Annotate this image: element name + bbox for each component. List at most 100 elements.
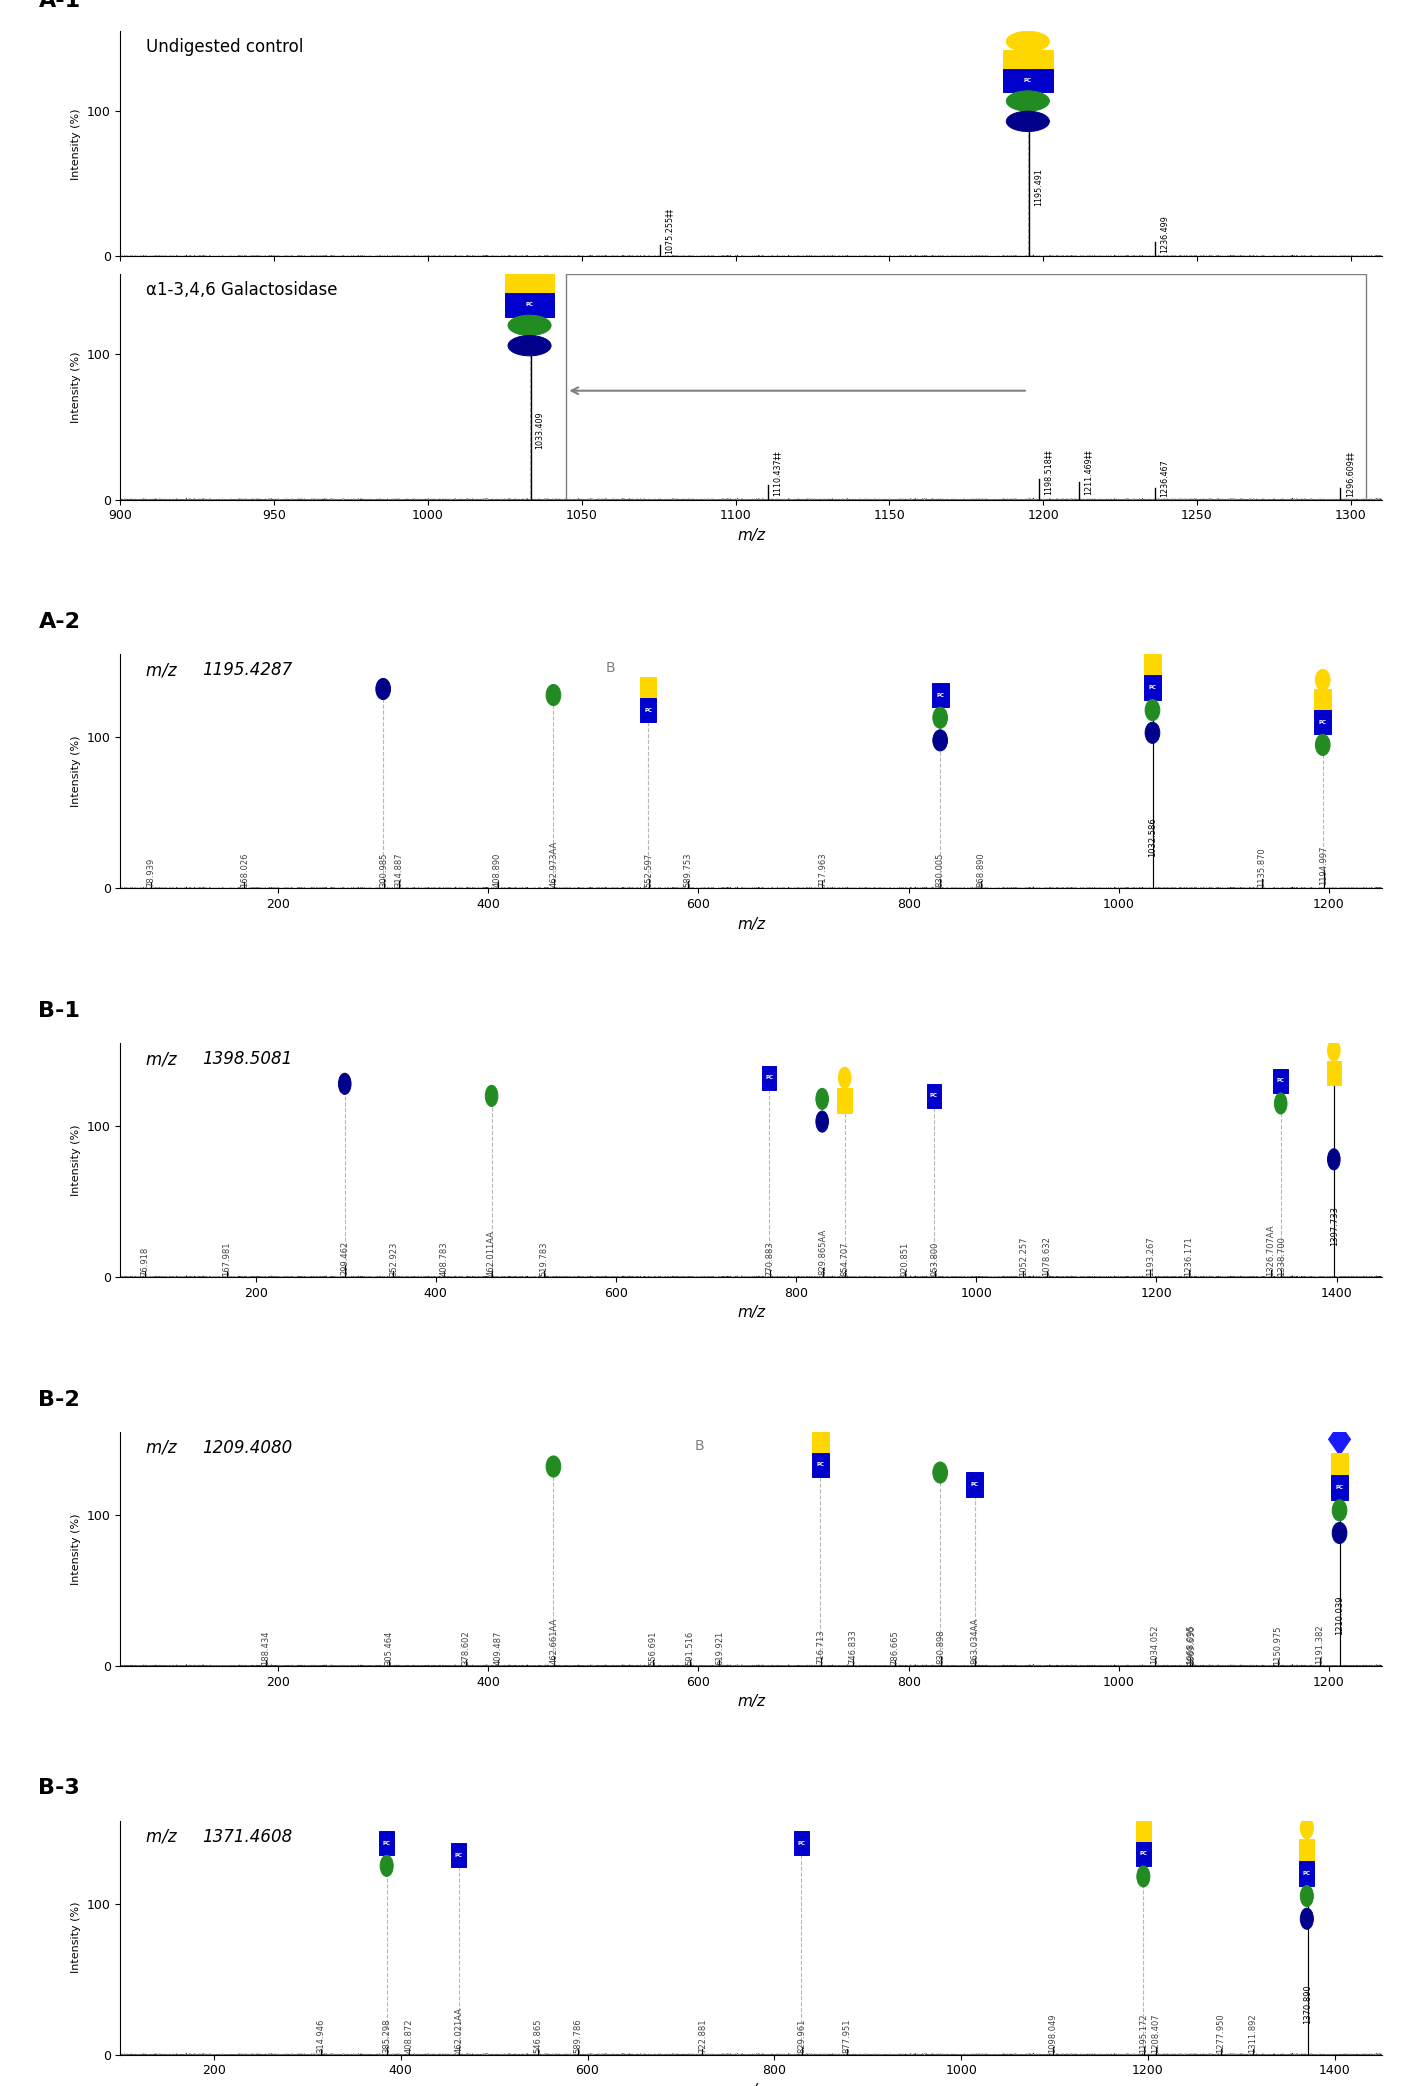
Text: 552.597: 552.597	[645, 853, 653, 887]
Text: 920.851: 920.851	[900, 1241, 910, 1277]
Text: 1311.892: 1311.892	[1248, 2013, 1257, 2053]
Text: 1075.255‡‡: 1075.255‡‡	[665, 207, 673, 254]
Bar	[639, 676, 656, 701]
Bar	[504, 273, 554, 296]
Text: α1-3,4,6 Galactosidase: α1-3,4,6 Galactosidase	[146, 282, 337, 298]
Text: 409.487: 409.487	[493, 1631, 503, 1665]
Text: 408.890: 408.890	[493, 853, 502, 887]
Text: 1110.437‡‡: 1110.437‡‡	[772, 451, 781, 496]
Bar	[1003, 69, 1053, 92]
Bar	[1299, 1838, 1315, 1863]
Text: 1398.5081: 1398.5081	[203, 1049, 293, 1068]
Text: PC: PC	[455, 1852, 462, 1859]
Circle shape	[1006, 111, 1050, 131]
Bar	[927, 1085, 941, 1108]
Bar	[812, 1452, 829, 1477]
Bar	[1136, 1842, 1151, 1865]
Circle shape	[932, 730, 948, 751]
Circle shape	[485, 1085, 497, 1106]
Text: 1068.095: 1068.095	[1186, 1625, 1195, 1665]
Circle shape	[1145, 722, 1161, 743]
Text: 76.918: 76.918	[140, 1247, 149, 1277]
Circle shape	[376, 678, 391, 699]
Text: 877.951: 877.951	[843, 2019, 852, 2053]
Text: m/z: m/z	[146, 1439, 181, 1456]
Text: B-1: B-1	[38, 1001, 81, 1020]
Bar	[812, 1431, 829, 1454]
Bar	[639, 699, 656, 722]
Text: PC: PC	[1148, 684, 1156, 690]
Circle shape	[1136, 1865, 1151, 1888]
Circle shape	[1328, 1041, 1340, 1062]
Text: 1198.518‡‡: 1198.518‡‡	[1043, 448, 1053, 494]
Text: 378.602: 378.602	[462, 1629, 470, 1665]
Circle shape	[1006, 92, 1050, 111]
Y-axis label: Intensity (%): Intensity (%)	[71, 736, 81, 807]
Text: m/z: m/z	[146, 1049, 181, 1068]
Y-axis label: Intensity (%): Intensity (%)	[71, 108, 81, 179]
Bar	[932, 682, 948, 707]
Text: 1209.4080: 1209.4080	[203, 1439, 293, 1456]
Text: 1069.636: 1069.636	[1187, 1625, 1196, 1665]
Circle shape	[509, 336, 551, 357]
Text: 299.462: 299.462	[340, 1241, 350, 1275]
Text: 1277.950: 1277.950	[1216, 2013, 1226, 2053]
Text: 305.464: 305.464	[384, 1631, 394, 1665]
Text: A-1: A-1	[38, 0, 81, 10]
Bar	[1144, 653, 1161, 678]
Text: 1236.467: 1236.467	[1161, 459, 1169, 496]
Text: 1194.997: 1194.997	[1319, 845, 1328, 884]
Text: 746.833: 746.833	[849, 1629, 857, 1665]
Text: 462.661AA: 462.661AA	[550, 1619, 558, 1665]
Text: m/z: m/z	[146, 661, 181, 680]
Text: PC: PC	[1336, 1485, 1343, 1489]
Circle shape	[1332, 1500, 1348, 1521]
Text: 408.872: 408.872	[404, 2019, 414, 2053]
Text: 408.783: 408.783	[439, 1241, 448, 1277]
Circle shape	[509, 315, 551, 336]
Text: 786.665: 786.665	[890, 1629, 900, 1665]
Text: PC: PC	[937, 693, 944, 697]
Text: 1078.632: 1078.632	[1043, 1237, 1051, 1277]
Text: PC: PC	[816, 1462, 825, 1466]
Circle shape	[1301, 1909, 1314, 1930]
Text: 462.973AA: 462.973AA	[550, 841, 558, 887]
Text: 1236.171: 1236.171	[1185, 1235, 1193, 1277]
Text: A-2: A-2	[38, 611, 81, 632]
Circle shape	[816, 1089, 829, 1110]
Circle shape	[380, 1854, 394, 1877]
Circle shape	[1274, 1093, 1287, 1114]
Circle shape	[546, 1456, 561, 1477]
Text: 1195.491: 1195.491	[1034, 167, 1043, 207]
Text: PC: PC	[1319, 720, 1326, 724]
Text: 1211.469‡‡: 1211.469‡‡	[1083, 451, 1093, 494]
Polygon shape	[1329, 1423, 1350, 1456]
Circle shape	[1328, 1149, 1340, 1170]
Text: 591.516: 591.516	[684, 1631, 694, 1665]
Text: 1370.890: 1370.890	[1304, 1984, 1312, 2023]
Text: 462.021AA: 462.021AA	[453, 2007, 463, 2053]
Text: Undigested control: Undigested control	[146, 38, 303, 56]
Bar	[1144, 676, 1161, 699]
Circle shape	[546, 684, 561, 705]
Text: 619.921: 619.921	[716, 1631, 724, 1665]
Text: 1326.707AA: 1326.707AA	[1265, 1224, 1275, 1277]
Text: 717.963: 717.963	[818, 853, 828, 887]
Circle shape	[1145, 699, 1161, 722]
Text: 1371.4608: 1371.4608	[203, 1827, 293, 1846]
Bar	[1331, 1452, 1348, 1477]
Bar	[1299, 1861, 1315, 1886]
Text: 1098.049: 1098.049	[1049, 2013, 1057, 2053]
Text: 385.298: 385.298	[383, 2019, 391, 2053]
X-axis label: m/z: m/z	[737, 528, 765, 542]
Bar	[380, 1832, 394, 1854]
Text: 1193.267: 1193.267	[1146, 1235, 1155, 1277]
Text: PC: PC	[383, 1840, 391, 1846]
Text: 722.881: 722.881	[697, 2019, 707, 2053]
Circle shape	[932, 707, 948, 728]
Text: PC: PC	[798, 1840, 805, 1846]
Text: 830.005: 830.005	[935, 853, 945, 887]
Bar	[837, 1089, 852, 1112]
Bar	[1314, 688, 1331, 713]
Text: 829.865AA: 829.865AA	[819, 1229, 828, 1275]
